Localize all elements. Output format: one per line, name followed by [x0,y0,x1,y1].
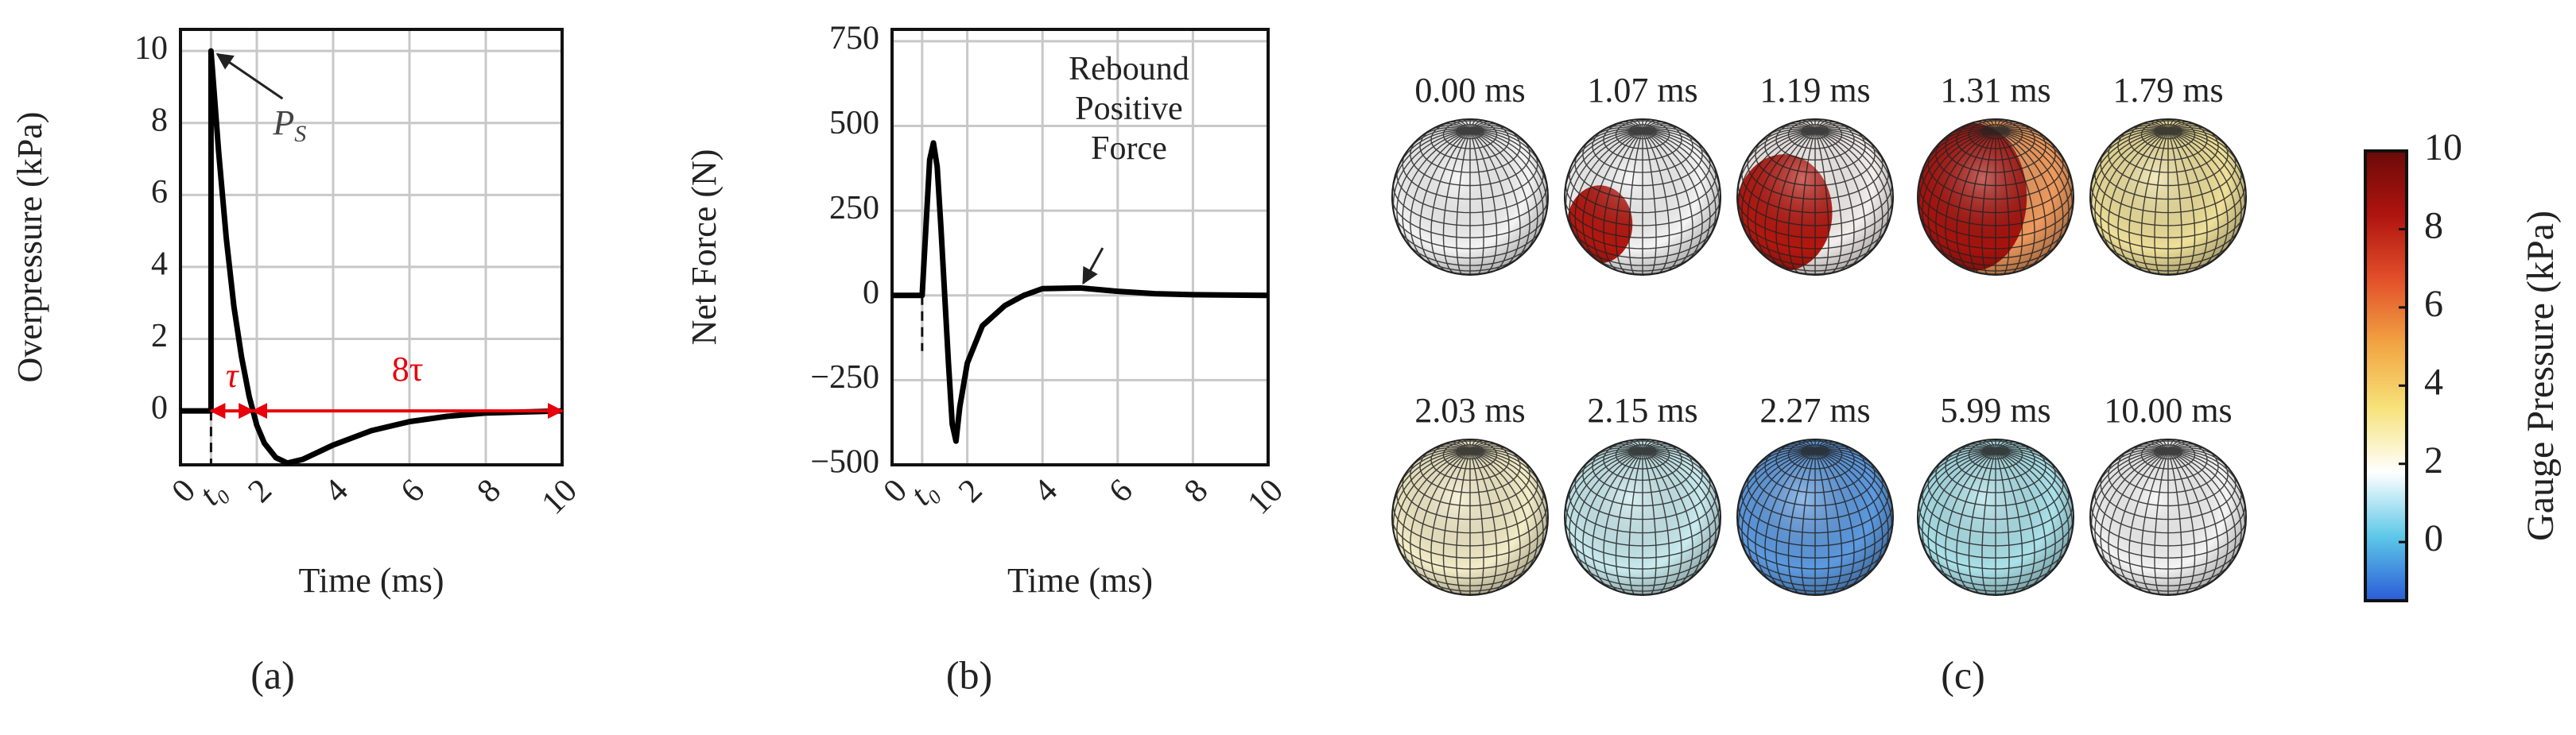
y-tick-label: 8 [151,102,168,138]
tail-label: 8τ [392,350,424,389]
panel-label: (b) [946,652,992,697]
x-tick-label: 4 [1027,472,1065,509]
colorbar-tick-label: 10 [2424,126,2462,168]
y-tick-label: 6 [151,174,168,211]
sphere-mesh [1564,439,1721,595]
sphere-time-label: 2.03 ms [1414,391,1525,430]
colorbar-tick-label: 8 [2424,204,2443,246]
annotation: Rebound [1069,51,1189,87]
tau-label: τ [226,356,240,395]
sphere-time-label: 10.00 ms [2104,391,2232,430]
sphere-outline [2089,118,2247,276]
data-line [892,140,1269,444]
y-tick-label: −500 [810,444,879,481]
colorbar-title: Gauge Pressure (kPa) [2520,211,2562,541]
panel-label: (c) [1941,652,1985,697]
y-tick-label: 0 [863,274,879,311]
annotation-arrow [1082,247,1104,285]
x-tick-label: 8 [1177,472,1215,509]
sphere-outline [1917,439,2074,596]
sphere-mesh [1917,118,2074,275]
sphere-outline [1564,439,1721,596]
x-tick-label: 10 [1241,472,1290,521]
x-tick-label: 2 [952,472,989,509]
plot-frame [890,28,1270,466]
colorbar-tick-label: 6 [2424,283,2443,325]
sphere-time-label: 0.00 ms [1414,71,1525,110]
sphere-time-label: 1.19 ms [1759,71,1870,110]
plot-frame [179,28,564,466]
peak-label: PS [272,103,306,147]
sphere-time-label: 1.31 ms [1940,71,2050,110]
sphere-outline [1736,439,1894,596]
sphere-time-label: 2.27 ms [1759,391,1870,430]
peak-label-sub: S [294,121,306,147]
y-tick-label: 4 [151,246,168,283]
y-tick-label: 0 [151,390,168,427]
sphere-mesh [2089,439,2247,595]
sphere-outline [1917,118,2074,276]
colorbar-tick-label: 0 [2424,517,2443,559]
sphere-time-label: 1.79 ms [2112,71,2223,110]
sphere-outline [1564,118,1721,276]
x-tick-label: 8 [471,472,508,509]
sphere-mesh [1917,439,2074,595]
x-tick-label: 10 [535,472,584,521]
annotation: Positive [1075,91,1182,127]
peak-label-base: P [272,103,294,142]
x-tick-label: 6 [394,472,432,509]
x-tick-label: 6 [1102,472,1139,509]
y-axis-title: Net Force (N) [685,149,724,346]
sphere-outline [1391,439,1549,596]
sphere-mesh [1736,118,1894,275]
colorbar [2364,149,2408,602]
sphere-time-label: 5.99 ms [1940,391,2050,430]
y-tick-label: 10 [134,30,168,67]
panel-label: (a) [250,652,295,697]
sphere-time-label: 1.07 ms [1587,71,1697,110]
y-tick-label: 750 [829,21,879,57]
x-tick-label: 2 [242,472,279,509]
sphere-mesh [1391,439,1549,595]
sphere-mesh [2089,118,2247,275]
x-axis-title: Time (ms) [1007,561,1153,600]
sphere-time-label: 2.15 ms [1587,391,1697,430]
annotation: Force [1091,130,1167,167]
x-axis-title: Time (ms) [299,561,444,600]
sphere-mesh [1391,118,1549,275]
y-axis-title: Overpressure (kPa) [10,112,49,383]
y-tick-label: −250 [810,359,879,396]
data-line [180,48,563,466]
x-tick-label: t₀ [192,472,233,513]
y-tick-label: 250 [829,190,879,226]
colorbar-tick-label: 2 [2424,439,2443,482]
sphere-outline [2089,439,2247,596]
y-tick-label: 500 [829,105,879,141]
y-tick-label: 2 [151,318,168,354]
peak-arrow [215,52,284,100]
x-tick-label: 4 [318,472,355,509]
sphere-outline [1391,118,1549,276]
sphere-mesh [1736,439,1894,595]
sphere-mesh [1564,118,1721,275]
colorbar-tick-label: 4 [2424,361,2443,403]
sphere-outline [1736,118,1894,276]
x-tick-label: t₀ [904,472,945,513]
